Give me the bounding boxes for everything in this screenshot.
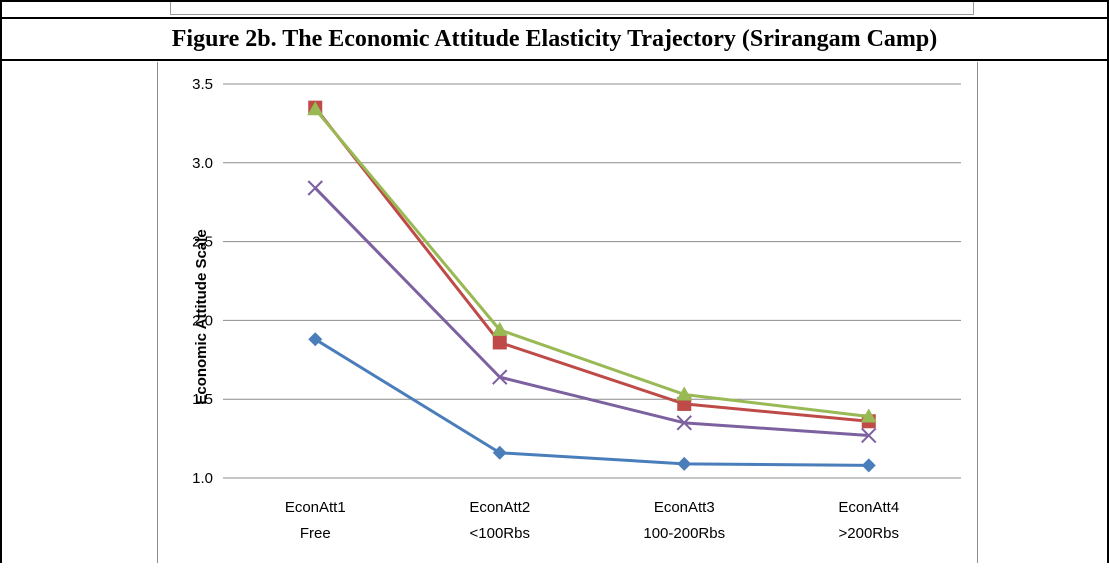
top-border — [2, 0, 1107, 2]
data-point-x-stroke — [861, 427, 877, 444]
figure-caption: Figure 2b. The Economic Attitude Elastic… — [171, 25, 938, 52]
series-triangle — [307, 101, 877, 423]
data-point-diamond — [308, 332, 323, 347]
series-x — [307, 180, 877, 444]
data-point-diamond — [492, 445, 507, 460]
series-line — [314, 106, 869, 423]
data-point-diamond — [677, 456, 692, 471]
x-axis: EconAtt1 Free EconAtt2 <100Rbs EconAtt3 100-2… — [285, 499, 899, 542]
data-point-square — [492, 335, 507, 350]
data-point-diamond — [861, 458, 876, 473]
x-tick-label: EconAtt4 — [838, 499, 899, 516]
data-point-x — [307, 180, 323, 196]
line-chart: 1.0 1.5 2.0 2.5 3.0 3.5 EconAtt1 Free EconAtt2 <… — [192, 76, 961, 542]
data-point-x — [676, 415, 692, 431]
series-line — [314, 338, 869, 467]
x-tick-label: EconAtt1 — [285, 499, 346, 516]
y-axis-ticks: 1.0 1.5 2.0 2.5 3.0 3.5 — [192, 76, 213, 487]
previous-chart-box-edge — [170, 2, 974, 15]
y-tick-label: 2.0 — [192, 312, 213, 329]
chart-area: 1.0 1.5 2.0 2.5 3.0 3.5 EconAtt1 Free EconAtt2 <… — [157, 62, 978, 563]
y-axis-label: Economic Attitude Scale — [193, 229, 210, 404]
x-tick-sublabel: >200Rbs — [839, 525, 899, 542]
previous-figure-bottom-edge — [2, 0, 1109, 17]
data-point-triangle — [307, 101, 324, 116]
series-line — [314, 108, 869, 419]
x-tick-sublabel: <100Rbs — [470, 525, 530, 542]
x-tick-label: EconAtt2 — [469, 499, 530, 516]
data-point-x-stroke — [492, 369, 508, 385]
y-tick-label: 3.0 — [192, 155, 213, 172]
series-square — [308, 100, 876, 429]
x-tick-sublabel: 100-200Rbs — [643, 525, 725, 542]
data-point-x — [861, 427, 877, 444]
y-tick-label: 1.0 — [192, 470, 213, 487]
y-tick-label: 3.5 — [192, 76, 213, 93]
caption-row: Figure 2b. The Economic Attitude Elastic… — [2, 17, 1107, 61]
series-line — [314, 186, 869, 437]
series-diamond — [308, 332, 876, 473]
gridlines — [223, 83, 961, 479]
data-point-x-stroke — [676, 415, 692, 431]
data-point-triangle — [491, 321, 508, 336]
y-tick-label: 2.5 — [192, 234, 213, 251]
data-point-x-stroke — [307, 180, 323, 196]
data-point-x — [492, 369, 508, 385]
series-lines — [307, 100, 877, 473]
data-point-triangle — [860, 408, 877, 423]
y-tick-label: 1.5 — [192, 391, 213, 408]
x-tick-sublabel: Free — [300, 525, 331, 542]
x-tick-label: EconAtt3 — [654, 499, 715, 516]
data-point-triangle — [676, 386, 693, 401]
